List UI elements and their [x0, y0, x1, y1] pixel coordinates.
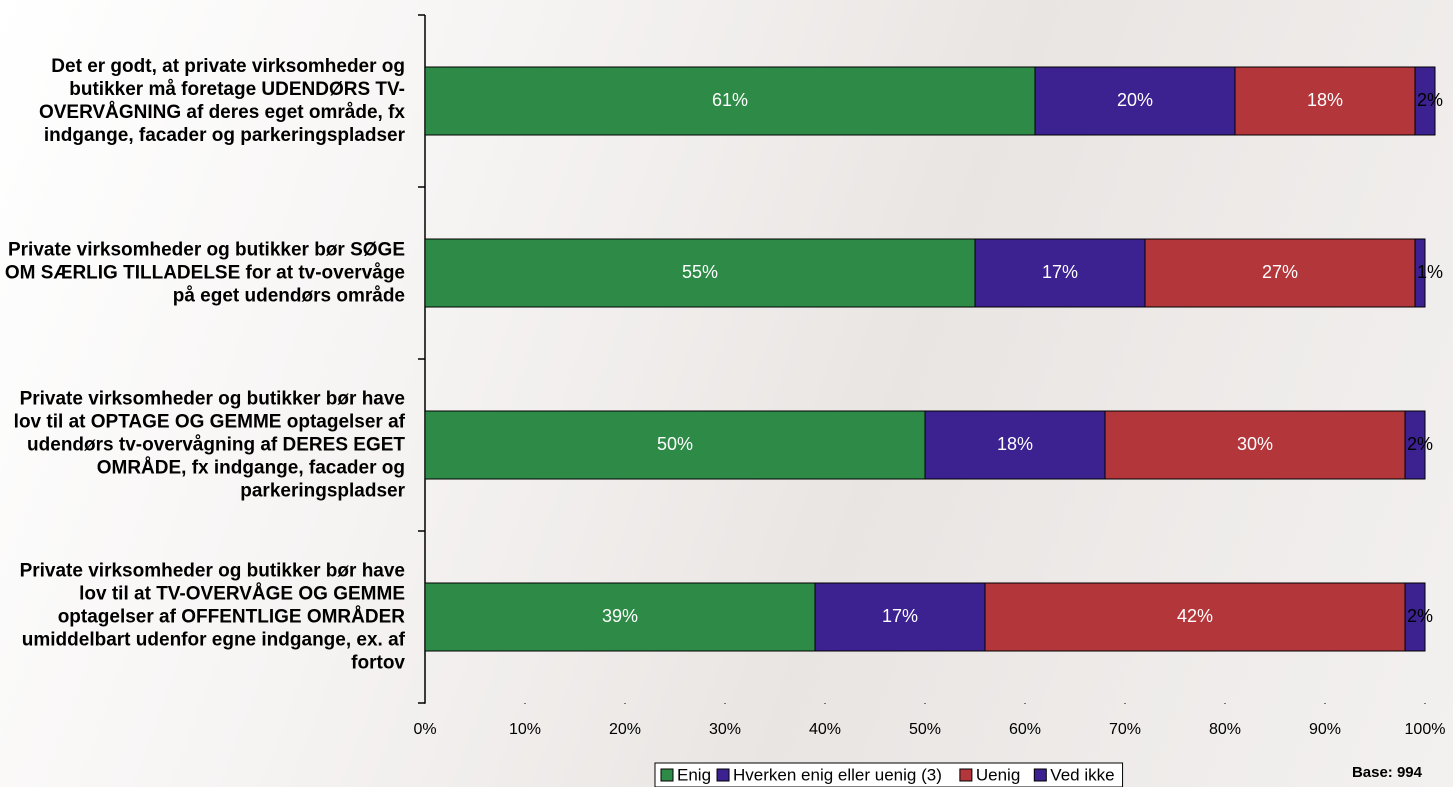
x-tick-label: 60%	[1009, 721, 1041, 738]
x-tick-label: 10%	[509, 721, 541, 738]
category-label: Private virksomheder og butikker bør hav…	[0, 388, 405, 503]
data-label: 17%	[1042, 262, 1078, 282]
data-label: 42%	[1177, 606, 1213, 626]
data-label: 61%	[712, 90, 748, 110]
legend: Enig Hverken enig eller uenig (3) Uenig Ved…	[655, 763, 1123, 787]
data-label: 2%	[1417, 90, 1443, 110]
legend-swatch	[661, 769, 673, 781]
data-label: 50%	[657, 434, 693, 454]
x-tick-label: 0%	[413, 721, 436, 738]
legend-swatch	[717, 769, 729, 781]
data-label: 55%	[682, 262, 718, 282]
x-tick-label: 30%	[709, 721, 741, 738]
data-label: 39%	[602, 606, 638, 626]
legend-swatch	[1034, 769, 1046, 781]
data-label: 30%	[1237, 434, 1273, 454]
legend-label: Uenig	[976, 765, 1020, 784]
data-label: 2%	[1407, 606, 1433, 626]
legend-label: Ved ikke	[1050, 765, 1114, 784]
legend-label: Enig	[677, 765, 711, 784]
legend-label: Hverken enig eller uenig (3)	[733, 765, 942, 784]
x-tick-label: 20%	[609, 721, 641, 738]
base-note: Base: 994	[1352, 764, 1423, 781]
legend-swatch	[960, 769, 972, 781]
category-label: Private virksomheder og butikker bør SØG…	[0, 239, 405, 308]
data-label: 17%	[882, 606, 918, 626]
data-label: 18%	[997, 434, 1033, 454]
data-label: 20%	[1117, 90, 1153, 110]
category-label: Det er godt, at private virksomheder og …	[0, 55, 405, 147]
page: Base: 994 0% 10% 20% 30% 40% 50% 60% 70% 80% 90% 1…	[0, 0, 1453, 787]
data-label: 27%	[1262, 262, 1298, 282]
data-label: 2%	[1407, 434, 1433, 454]
category-label: Private virksomheder og butikker bør hav…	[0, 560, 405, 675]
x-tick-label: 40%	[809, 721, 841, 738]
data-label: 18%	[1307, 90, 1343, 110]
x-tick-label: 100%	[1405, 721, 1446, 738]
x-tick-label: 70%	[1109, 721, 1141, 738]
x-tick-label: 80%	[1209, 721, 1241, 738]
data-label: 1%	[1417, 262, 1443, 282]
x-tick-label: 50%	[909, 721, 941, 738]
x-tick-label: 90%	[1309, 721, 1341, 738]
